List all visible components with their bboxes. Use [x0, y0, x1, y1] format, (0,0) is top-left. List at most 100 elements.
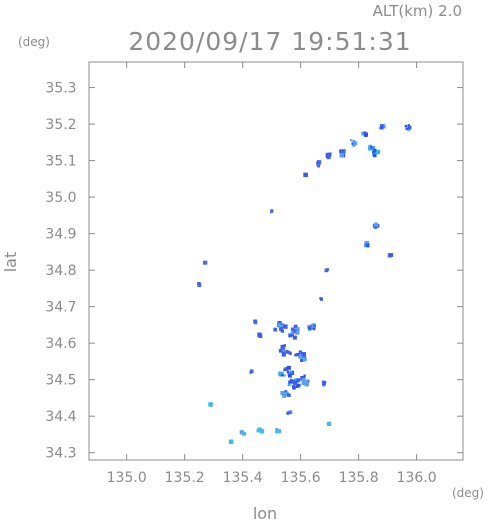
echo-pixel	[283, 374, 286, 377]
x-tick-label: 135.8	[339, 470, 379, 486]
echo-pixel	[372, 146, 375, 149]
echo-pixel	[293, 324, 298, 329]
x-tick-label: 135.2	[165, 470, 205, 486]
echo-pixel	[339, 152, 345, 158]
echo-pixel	[351, 142, 354, 145]
x-tick-label: 136.0	[397, 470, 437, 486]
echo-pixel	[277, 323, 281, 327]
y-tick-label: 34.3	[45, 446, 76, 462]
altitude-label: ALT(km) 2.0	[373, 2, 462, 20]
y-tick-label: 34.9	[45, 227, 76, 243]
echo-pixel	[322, 382, 326, 386]
echo-pixel	[322, 383, 324, 385]
y-tick-label: 34.4	[45, 409, 76, 425]
echo-cluster	[228, 439, 234, 445]
echo-cluster	[324, 268, 329, 273]
echo-pixel	[407, 124, 410, 127]
echo-pixel	[325, 268, 329, 272]
echo-pixel	[253, 320, 258, 325]
echo-pixel	[322, 384, 325, 387]
echo-pixel	[296, 378, 301, 383]
echo-cluster	[404, 124, 412, 132]
echo-pixel	[260, 429, 263, 432]
echo-pixel	[319, 297, 322, 300]
echo-pixel	[276, 429, 282, 434]
echo-cluster	[253, 319, 258, 325]
echo-pixel	[280, 391, 285, 396]
echo-pixel	[321, 380, 325, 384]
echo-pixel	[320, 297, 323, 301]
echo-pixel	[290, 378, 293, 382]
echo-pixel	[278, 348, 283, 353]
echo-pixel	[364, 131, 367, 134]
echo-cluster	[350, 139, 358, 147]
echo-pixel	[288, 380, 292, 384]
echo-pixel	[292, 335, 297, 340]
echo-pixel	[242, 432, 247, 436]
echo-pixel	[316, 161, 319, 164]
echo-pixel	[341, 150, 345, 153]
y-axis-label: lat	[1, 252, 20, 273]
echo-cluster	[316, 160, 322, 168]
echo-pixel	[303, 172, 308, 178]
echo-cluster	[300, 374, 310, 387]
echo-pixel	[293, 380, 298, 385]
echo-cluster	[278, 365, 295, 378]
x-axis-label: lon	[253, 504, 277, 521]
echo-cluster	[387, 253, 394, 258]
echo-pixel	[407, 128, 410, 132]
echo-pixel	[282, 393, 287, 398]
echo-pixel	[251, 370, 253, 373]
echo-cluster	[303, 172, 308, 178]
echo-cluster	[378, 124, 386, 130]
echo-pixel	[350, 139, 353, 142]
echo-cluster	[278, 344, 292, 357]
echo-cluster	[239, 430, 247, 436]
echo-cluster	[280, 390, 291, 398]
echo-pixel	[316, 162, 321, 167]
echo-pixel	[290, 331, 294, 335]
echo-pixel	[368, 146, 372, 151]
y-tick-label: 35.3	[45, 81, 76, 97]
echo-pixel	[373, 222, 378, 227]
echo-pixel	[296, 353, 300, 357]
echo-pixel	[313, 324, 316, 328]
echo-pixel	[197, 283, 201, 288]
echo-pixel	[389, 253, 393, 257]
echo-pixel	[298, 350, 303, 354]
echo-cluster	[319, 297, 323, 301]
echo-cluster	[208, 402, 213, 408]
echo-pixel	[287, 393, 291, 397]
y-tick-label: 35.2	[45, 117, 76, 133]
echo-pixel	[239, 430, 244, 435]
echo-pixel	[372, 150, 376, 154]
echo-pixel	[297, 383, 301, 387]
echo-pixel	[280, 344, 285, 349]
echo-pixel	[286, 365, 291, 370]
echo-pixel	[281, 352, 286, 357]
echo-pixel	[365, 243, 370, 248]
echo-pixel	[302, 357, 307, 362]
echo-pixel	[282, 351, 285, 355]
y-unit-label: (deg)	[18, 35, 50, 49]
echo-pixel	[339, 149, 343, 154]
echo-cluster	[249, 369, 254, 374]
echo-pixel	[372, 148, 376, 153]
y-tick-label: 34.6	[45, 336, 76, 352]
echo-cluster	[321, 380, 327, 387]
echo-pixel	[292, 386, 296, 390]
echo-cluster	[294, 350, 307, 362]
echo-pixel	[286, 411, 290, 414]
y-tick-label: 35.0	[45, 190, 76, 206]
echo-pixel	[301, 378, 306, 382]
echo-cluster	[197, 282, 202, 288]
echo-pixel	[317, 164, 320, 168]
echo-pixel	[407, 125, 412, 130]
echo-pixel	[270, 209, 274, 213]
echo-pixel	[279, 323, 285, 328]
x-tick-label: 135.4	[223, 470, 263, 486]
echo-pixel	[289, 370, 292, 374]
echo-pixel	[327, 421, 332, 426]
echo-cluster	[275, 428, 282, 434]
